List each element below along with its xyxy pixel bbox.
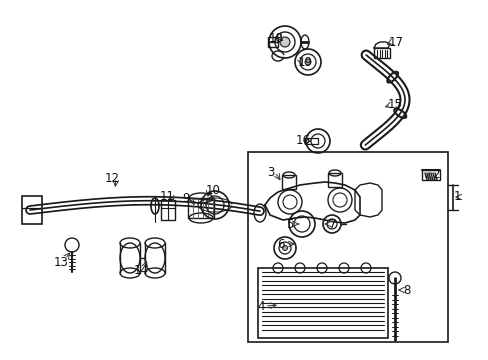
- Text: 3: 3: [267, 166, 274, 179]
- Text: 11: 11: [159, 189, 174, 202]
- Text: 15: 15: [387, 99, 402, 112]
- Bar: [282, 175, 295, 189]
- Bar: [22, 196, 42, 224]
- Bar: [373, 48, 389, 58]
- Circle shape: [280, 37, 289, 47]
- Text: 14: 14: [133, 264, 148, 276]
- Bar: [258, 268, 387, 338]
- Bar: [247, 152, 447, 342]
- Bar: [161, 200, 175, 220]
- Text: 4: 4: [257, 300, 264, 312]
- Text: 1: 1: [452, 190, 460, 203]
- Bar: [305, 138, 317, 144]
- Text: 6: 6: [277, 238, 284, 251]
- Text: 16: 16: [295, 135, 310, 148]
- Text: 17: 17: [387, 36, 403, 49]
- Text: 2: 2: [431, 168, 439, 181]
- Text: 5: 5: [286, 217, 293, 230]
- Text: 19: 19: [297, 55, 312, 68]
- Text: 12: 12: [104, 171, 119, 184]
- Bar: [327, 173, 341, 187]
- Bar: [421, 170, 439, 180]
- Text: 13: 13: [54, 256, 68, 270]
- Text: 7: 7: [328, 217, 336, 230]
- Text: 10: 10: [205, 184, 220, 198]
- Circle shape: [305, 59, 310, 65]
- Bar: [267, 37, 278, 47]
- Bar: [187, 198, 214, 218]
- Text: 18: 18: [268, 31, 283, 45]
- Text: 8: 8: [403, 284, 410, 297]
- Text: 9: 9: [182, 193, 189, 206]
- Circle shape: [282, 246, 287, 251]
